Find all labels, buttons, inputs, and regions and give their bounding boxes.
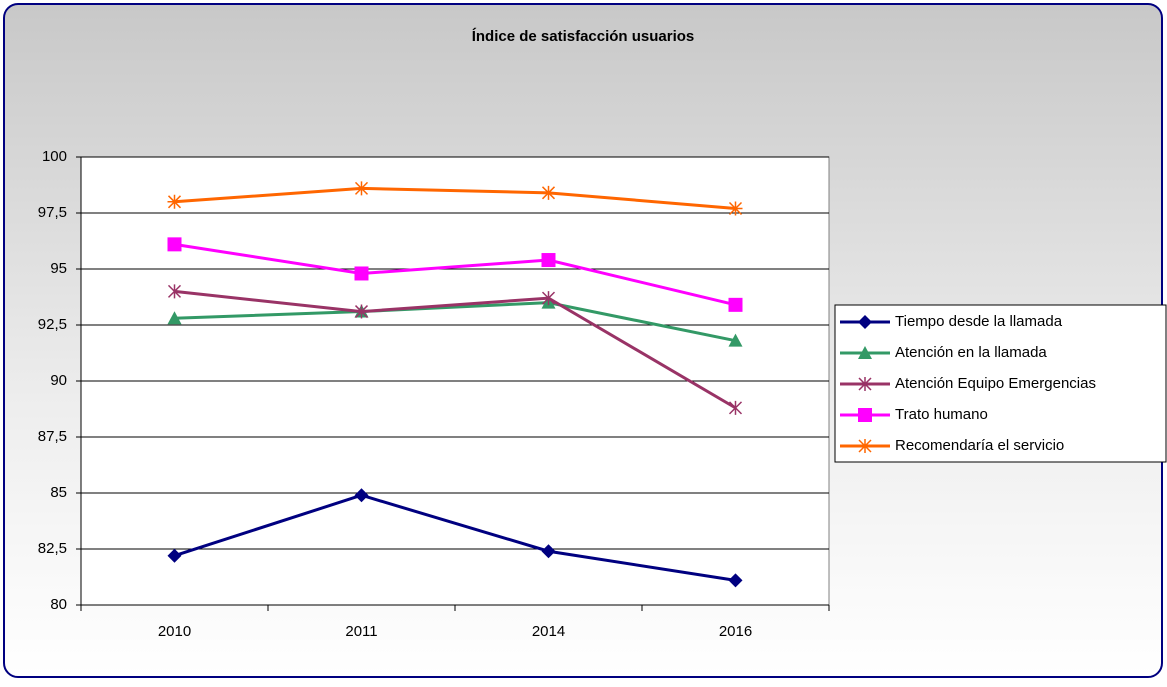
y-tick-label: 80 (50, 596, 67, 613)
marker (167, 284, 182, 299)
y-tick-label: 82,5 (38, 540, 67, 557)
legend-label: Tiempo desde la llamada (895, 313, 1063, 330)
series-line (174, 289, 737, 410)
x-tick-label: 2016 (719, 623, 752, 640)
series-line (174, 301, 736, 343)
y-tick-label: 87,5 (38, 428, 67, 445)
y-tick-label: 100 (42, 148, 67, 165)
marker (858, 315, 872, 329)
y-tick-label: 97,5 (38, 204, 67, 221)
marker (167, 194, 182, 209)
marker (858, 408, 872, 422)
marker (354, 266, 369, 281)
marker (354, 488, 369, 503)
y-tick-label: 90 (50, 372, 67, 389)
marker (541, 253, 556, 268)
marker (354, 181, 369, 196)
marker (541, 291, 556, 306)
marker (167, 548, 182, 563)
series-line (174, 186, 736, 211)
marker (858, 346, 872, 359)
marker (728, 573, 743, 588)
series-line (174, 493, 736, 582)
chart-title: Índice de satisfacción usuarios (472, 28, 695, 45)
y-tick-label: 92,5 (38, 316, 67, 333)
legend-label: Recomendaría el servicio (895, 437, 1064, 454)
legend-label: Atención en la llamada (895, 344, 1047, 361)
marker (858, 377, 872, 391)
marker (728, 201, 743, 216)
marker (167, 311, 182, 325)
marker (728, 297, 743, 312)
marker (354, 304, 369, 319)
x-tick-label: 2014 (532, 623, 565, 640)
legend-box (834, 304, 1167, 463)
marker (167, 237, 182, 252)
marker (858, 439, 872, 453)
legend-label: Trato humano (895, 406, 988, 423)
marker (541, 544, 556, 559)
marker (728, 400, 743, 415)
y-tick-label: 95 (50, 260, 67, 277)
legend-label: Atención Equipo Emergencias (895, 375, 1096, 392)
series-line (174, 242, 736, 307)
marker (541, 185, 556, 200)
x-tick-label: 2011 (345, 623, 377, 640)
x-tick-label: 2010 (158, 623, 191, 640)
y-tick-label: 85 (50, 484, 67, 501)
marker (728, 333, 743, 347)
